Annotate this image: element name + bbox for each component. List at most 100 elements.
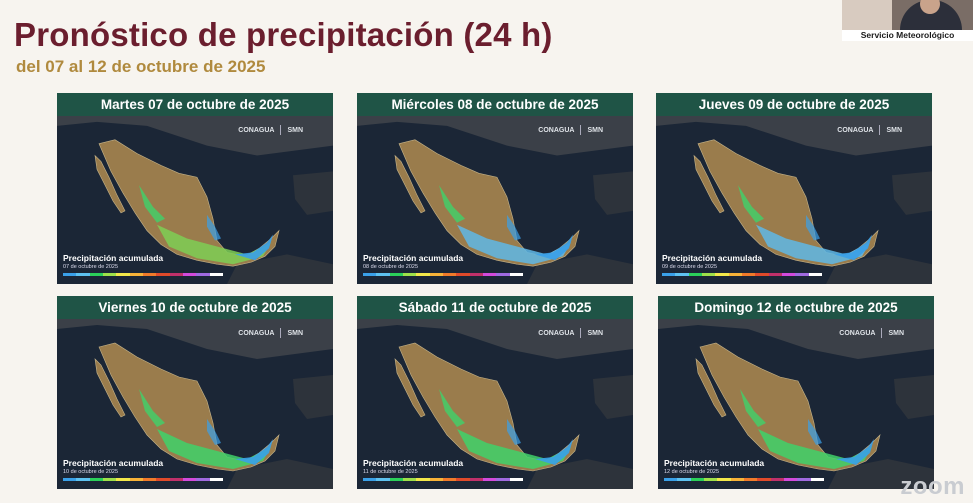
legend-swatch <box>156 273 170 276</box>
agency-logo: SMN <box>587 126 603 134</box>
legend-swatch <box>63 273 77 276</box>
legend-swatch <box>142 273 157 276</box>
legend-swatch <box>363 478 377 481</box>
legend-swatch <box>496 273 510 276</box>
legend-swatch <box>677 478 691 481</box>
legend-swatch <box>429 273 443 276</box>
legend-swatch <box>429 478 443 481</box>
agency-logo: CONAGUA <box>839 329 876 337</box>
precipitation-map <box>656 116 932 284</box>
legend-swatch <box>102 273 117 276</box>
legend-color-scale <box>363 273 523 276</box>
webcam-background <box>842 0 892 30</box>
forecast-map-panel: Domingo 12 de octubre de 2025 CONAGUA SMN P… <box>658 296 934 489</box>
legend-swatch <box>116 478 130 481</box>
precipitation-map <box>658 319 934 489</box>
agency-logo: SMN <box>287 126 303 134</box>
legend-swatch <box>196 273 210 276</box>
legend-swatch <box>169 273 183 276</box>
legend-swatch <box>416 478 430 481</box>
legend-swatch <box>662 273 676 276</box>
page-title: Pronóstico de precipitación (24 h) <box>14 16 553 53</box>
legend-swatch <box>690 478 704 481</box>
legend-swatch <box>116 273 130 276</box>
panel-day-title: Jueves 09 de octubre de 2025 <box>656 93 932 116</box>
agency-logo: SMN <box>587 329 603 337</box>
precipitation-legend: Precipitación acumulada 10 de octubre de … <box>63 458 223 481</box>
precipitation-legend: Precipitación acumulada 12 de octubre de … <box>664 458 824 481</box>
agency-logos: CONAGUA SMN <box>538 328 603 338</box>
legend-date: 08 de octubre de 2025 <box>363 264 419 270</box>
legend-date: 12 de octubre de 2025 <box>664 469 720 475</box>
precipitation-legend: Precipitación acumulada 11 de octubre de … <box>363 458 523 481</box>
logo-separator <box>881 328 883 338</box>
legend-swatch <box>701 273 716 276</box>
legend-swatch <box>63 478 77 481</box>
forecast-map-panel: Martes 07 de octubre de 2025 CONAGUA SMN Pr… <box>57 93 333 284</box>
precipitation-map <box>57 116 333 284</box>
zoom-watermark: zoom <box>900 473 965 500</box>
legend-swatch <box>755 273 769 276</box>
legend-swatch <box>389 273 403 276</box>
legend-date: 07 de octubre de 2025 <box>63 264 119 270</box>
legend-color-scale <box>664 478 824 481</box>
legend-date: 10 de octubre de 2025 <box>63 469 119 475</box>
legend-swatch <box>402 273 417 276</box>
legend-swatch <box>703 478 718 481</box>
legend-swatch <box>209 273 223 276</box>
legend-swatch <box>715 273 729 276</box>
legend-title: Precipitación acumulada <box>664 458 765 468</box>
agency-logo: SMN <box>888 329 904 337</box>
precipitation-map <box>357 116 633 284</box>
legend-swatch <box>664 478 678 481</box>
legend-title: Precipitación acumulada <box>63 458 164 468</box>
legend-swatch <box>675 273 689 276</box>
legend-swatch <box>389 478 403 481</box>
legend-date: 11 de octubre de 2025 <box>363 469 418 475</box>
legend-swatch <box>102 478 117 481</box>
legend-color-scale <box>662 273 822 276</box>
legend-swatch <box>456 478 470 481</box>
legend-color-scale <box>63 478 223 481</box>
panel-day-title: Viernes 10 de octubre de 2025 <box>57 296 333 319</box>
legend-swatch <box>89 273 103 276</box>
agency-logo: SMN <box>287 329 303 337</box>
legend-swatch <box>728 273 742 276</box>
legend-title: Precipitación acumulada <box>363 458 464 468</box>
legend-swatch <box>182 273 197 276</box>
agency-logos: CONAGUA SMN <box>238 328 303 338</box>
legend-swatch <box>730 478 744 481</box>
panel-day-title: Domingo 12 de octubre de 2025 <box>658 296 934 319</box>
legend-color-scale <box>63 273 223 276</box>
legend-swatch <box>129 478 143 481</box>
forecast-map-panel: Jueves 09 de octubre de 2025 CONAGUA SMN Pr… <box>656 93 932 284</box>
legend-swatch <box>209 478 223 481</box>
legend-swatch <box>810 478 824 481</box>
agency-logo: CONAGUA <box>837 126 874 134</box>
legend-swatch <box>182 478 197 481</box>
legend-swatch <box>76 273 90 276</box>
logo-separator <box>280 125 282 135</box>
legend-swatch <box>783 478 798 481</box>
legend-title: Precipitación acumulada <box>63 253 164 263</box>
legend-swatch <box>129 273 143 276</box>
agency-logo: CONAGUA <box>238 126 275 134</box>
legend-swatch <box>741 273 756 276</box>
legend-swatch <box>770 478 784 481</box>
agency-logos: CONAGUA SMN <box>839 328 904 338</box>
legend-swatch <box>416 273 430 276</box>
webcam-thumbnail[interactable]: Servicio Meteorológico Nacional <box>842 0 973 41</box>
forecast-map-panel: Sábado 11 de octubre de 2025 CONAGUA SMN Pr… <box>357 296 633 489</box>
legend-swatch <box>482 273 497 276</box>
agency-logos: CONAGUA SMN <box>538 125 603 135</box>
legend-swatch <box>142 478 157 481</box>
legend-swatch <box>89 478 103 481</box>
legend-swatch <box>469 478 483 481</box>
agency-logos: CONAGUA SMN <box>837 125 902 135</box>
legend-swatch <box>456 273 470 276</box>
legend-swatch <box>482 478 497 481</box>
webcam-person-head <box>920 0 940 14</box>
legend-swatch <box>688 273 702 276</box>
forecast-map-panel: Miércoles 08 de octubre de 2025 CONAGUA SM… <box>357 93 633 284</box>
page-subtitle: del 07 al 12 de octubre de 2025 <box>16 57 266 76</box>
